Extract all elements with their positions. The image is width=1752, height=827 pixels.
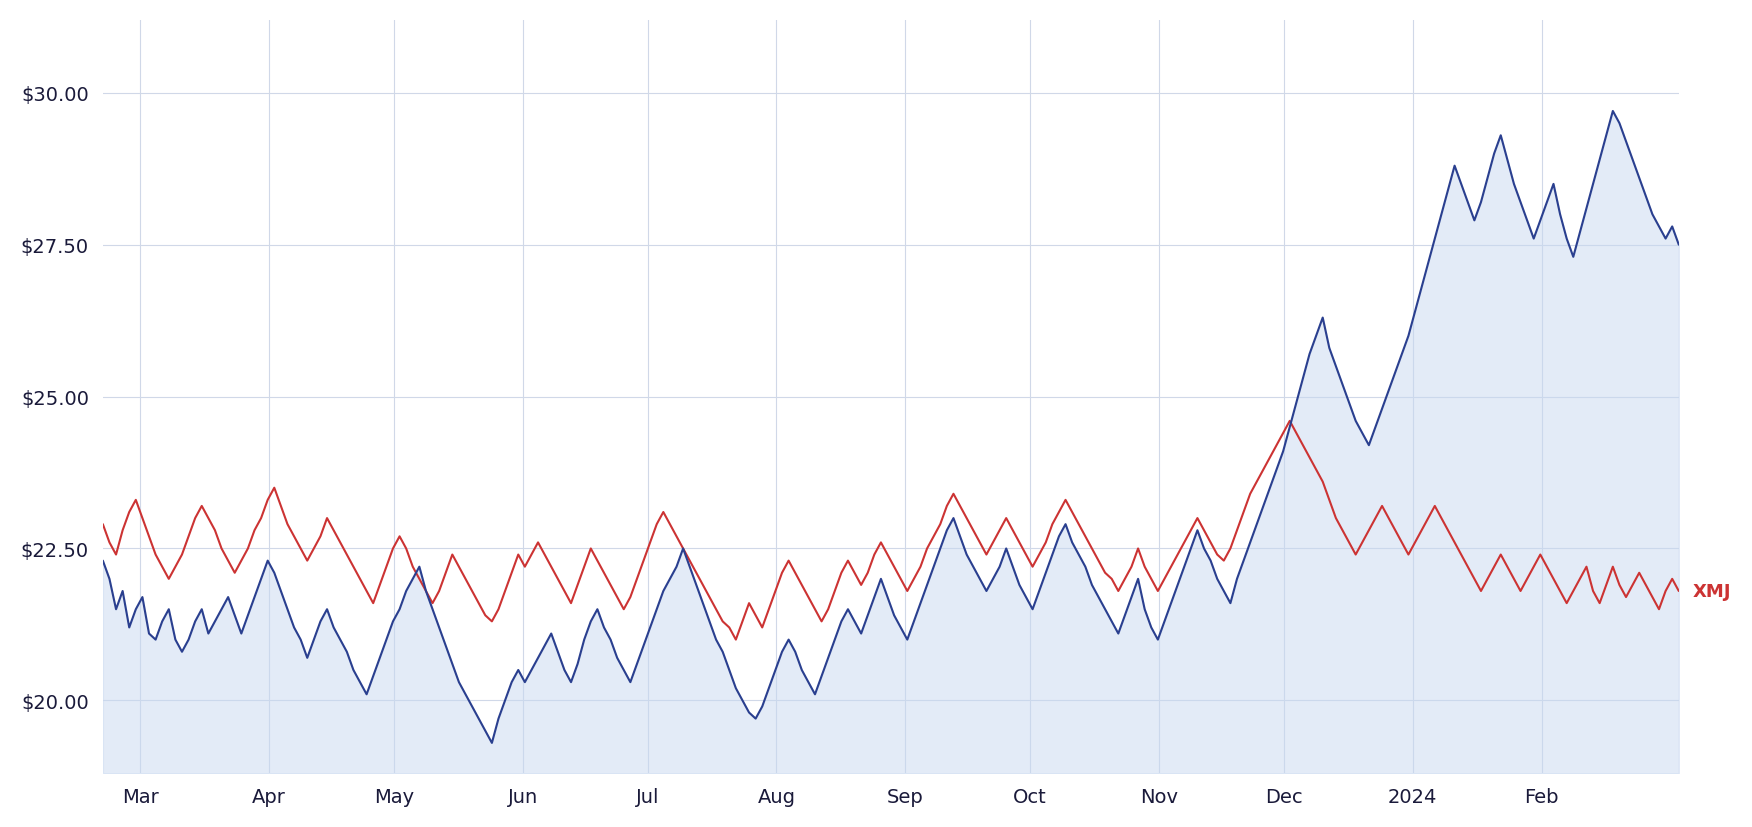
Text: XMJ: XMJ <box>1692 582 1731 600</box>
